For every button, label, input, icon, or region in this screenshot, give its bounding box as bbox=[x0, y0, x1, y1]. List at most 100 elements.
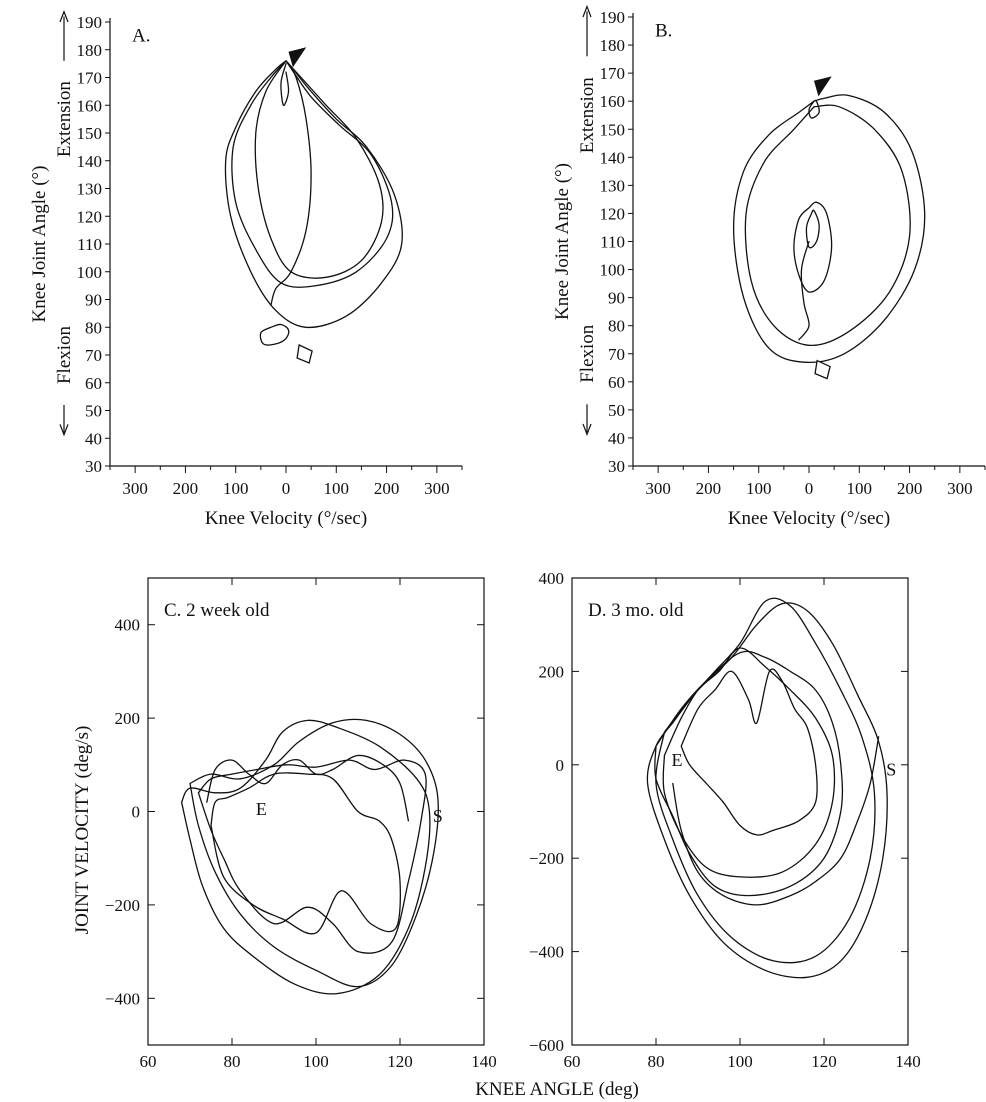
trace-line bbox=[672, 736, 880, 906]
flexion-label: Flexion bbox=[577, 324, 598, 383]
trace-line bbox=[206, 754, 410, 822]
x-tick-label: 200 bbox=[374, 479, 400, 498]
y-tick-label: 90 bbox=[608, 289, 625, 308]
annotation-e: E bbox=[256, 799, 267, 819]
flexion-arrowhead bbox=[582, 423, 592, 436]
panel-title: A. bbox=[132, 25, 150, 46]
open-arrow-marker bbox=[296, 344, 313, 364]
x-tick-label: 0 bbox=[282, 479, 291, 498]
x-tick-label: 140 bbox=[471, 1052, 497, 1071]
x-tick-label: 100 bbox=[303, 1052, 329, 1071]
y-tick-label: 50 bbox=[608, 401, 625, 420]
trace-line bbox=[210, 772, 401, 935]
y-tick-label: 140 bbox=[77, 152, 103, 171]
x-tick-label: 80 bbox=[224, 1052, 241, 1071]
panel-a: 30 40 50 60 70 80 90 100 110 120 130 140 150 160 170 18… bbox=[29, 10, 463, 529]
annotation-e: E bbox=[672, 750, 683, 770]
trace-line bbox=[798, 240, 810, 341]
y-tick-label: 200 bbox=[115, 709, 141, 728]
y-axis-label: Knee Joint Angle (°) bbox=[552, 163, 573, 320]
y-tick-label: 40 bbox=[85, 429, 102, 448]
extension-arrowhead bbox=[59, 10, 69, 23]
y-tick-label: 120 bbox=[77, 207, 103, 226]
trace-line bbox=[280, 62, 290, 106]
y-tick-label: 200 bbox=[539, 662, 565, 681]
y-tick-label: 120 bbox=[600, 204, 626, 223]
x-tick-label: 300 bbox=[122, 479, 148, 498]
y-axis-label: Knee Joint Angle (°) bbox=[29, 166, 50, 323]
x-tick-label: 100 bbox=[847, 479, 873, 498]
open-arrow-marker bbox=[814, 359, 831, 380]
x-tick-label: 100 bbox=[324, 479, 350, 498]
y-tick-label: 150 bbox=[77, 124, 103, 143]
filled-arrow-marker bbox=[288, 47, 307, 68]
panel-title: D. 3 mo. old bbox=[588, 600, 684, 621]
y-tick-label: 170 bbox=[77, 69, 103, 88]
y-tick-label: 110 bbox=[77, 235, 102, 254]
y-tick-label: 90 bbox=[85, 291, 102, 310]
y-tick-label: 80 bbox=[608, 317, 625, 336]
trace-line bbox=[180, 719, 431, 995]
trace-line bbox=[793, 201, 833, 293]
extension-label: Extension bbox=[54, 81, 75, 157]
extension-label: Extension bbox=[577, 77, 598, 153]
x-tick-label: 0 bbox=[805, 479, 814, 498]
shared-x-axis-label: KNEE ANGLE (deg) bbox=[475, 1079, 639, 1100]
trace-line bbox=[662, 647, 836, 878]
x-axis-label: Knee Velocity (°/sec) bbox=[205, 508, 367, 529]
y-tick-label: 0 bbox=[132, 803, 141, 822]
y-tick-label: 110 bbox=[600, 233, 625, 252]
shared-y-axis-label: JOINT VELOCITY (deg/s) bbox=[72, 726, 93, 935]
trace-line bbox=[680, 668, 818, 836]
trace-line bbox=[189, 718, 439, 988]
x-tick-label: 80 bbox=[648, 1052, 665, 1071]
y-tick-label: 180 bbox=[77, 41, 103, 60]
flexion-label: Flexion bbox=[54, 325, 75, 384]
extension-arrowhead bbox=[582, 4, 592, 18]
x-tick-label: 200 bbox=[173, 479, 199, 498]
trace-line bbox=[197, 759, 427, 954]
y-tick-label: 190 bbox=[600, 8, 626, 27]
trace-line bbox=[270, 60, 312, 306]
y-tick-label: 130 bbox=[77, 180, 103, 199]
y-tick-label: 190 bbox=[77, 13, 103, 32]
y-tick-label: 100 bbox=[77, 263, 103, 282]
trace-line bbox=[808, 99, 820, 119]
y-tick-label: 160 bbox=[77, 96, 103, 115]
y-tick-label: 0 bbox=[556, 756, 565, 775]
y-tick-label: 140 bbox=[600, 148, 626, 167]
y-tick-label: 40 bbox=[608, 429, 625, 448]
trace-line bbox=[655, 597, 876, 964]
trace-line bbox=[805, 209, 820, 249]
panel-b: 30 40 50 60 70 80 90 100 110 120 130 140 150 160 170 18… bbox=[552, 4, 986, 529]
x-tick-label: 200 bbox=[696, 479, 722, 498]
y-tick-label: 180 bbox=[600, 36, 626, 55]
y-tick-label: −400 bbox=[529, 943, 564, 962]
y-tick-label: 60 bbox=[85, 374, 102, 393]
trace-line bbox=[224, 60, 403, 329]
x-tick-label: 120 bbox=[811, 1052, 837, 1071]
y-tick-label: 30 bbox=[608, 457, 625, 476]
annotation-s: S bbox=[433, 806, 443, 826]
y-tick-label: −200 bbox=[529, 849, 564, 868]
x-axis-label: Knee Velocity (°/sec) bbox=[728, 508, 890, 529]
trace-line bbox=[744, 104, 911, 347]
x-tick-label: 300 bbox=[645, 479, 671, 498]
y-tick-label: 70 bbox=[608, 345, 625, 364]
y-tick-label: 80 bbox=[85, 318, 102, 337]
x-tick-label: 100 bbox=[746, 479, 772, 498]
x-tick-label: 140 bbox=[895, 1052, 921, 1071]
y-tick-label: 160 bbox=[600, 92, 626, 111]
trace-line bbox=[732, 94, 926, 364]
x-tick-label: 60 bbox=[564, 1052, 581, 1071]
y-tick-label: 400 bbox=[539, 569, 565, 588]
y-tick-label: 150 bbox=[600, 120, 626, 139]
y-tick-label: 60 bbox=[608, 373, 625, 392]
trace-line bbox=[654, 650, 844, 897]
panel-d: −600 −400 −200 0 200 400 60 80 100 120 140 D. 3 mo.… bbox=[529, 569, 921, 1071]
y-tick-label: 100 bbox=[600, 261, 626, 280]
y-tick-label: −600 bbox=[529, 1036, 564, 1055]
trace-line bbox=[646, 602, 888, 979]
flexion-arrowhead bbox=[59, 424, 69, 437]
